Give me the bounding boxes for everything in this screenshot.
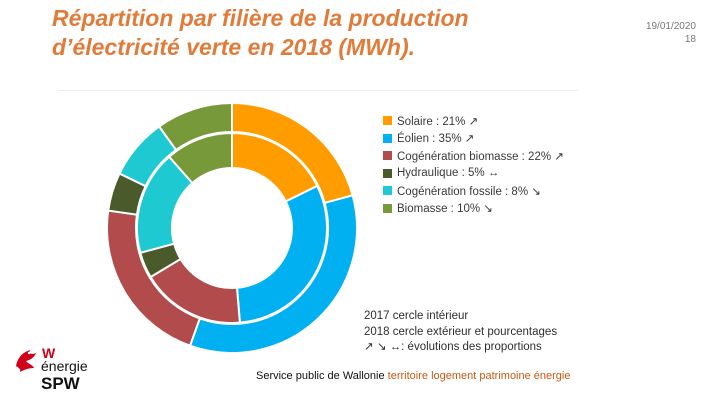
- chart-divider: [58, 90, 578, 91]
- legend-label: Biomasse : 10% ↘: [397, 203, 493, 216]
- slide-title-line-2: d’électricité verte en 2018 (MWh).: [52, 34, 416, 60]
- legend-swatch: [383, 116, 392, 126]
- legend-label: Cogénération fossile : 8% ↘: [397, 185, 541, 198]
- chart-legend: Solaire : 21% ↗ Éolien : 35% ↗ Cogénératio…: [383, 112, 564, 217]
- legend-item-5: Biomasse : 10% ↘: [383, 200, 564, 218]
- slide-title-line-1: Répartition par filière de la production: [52, 5, 469, 31]
- legend-swatch: [383, 151, 392, 161]
- legend-item-2: Cogénération biomasse : 22% ↗: [383, 147, 564, 165]
- wallonia-rooster-icon: [16, 350, 36, 372]
- legend-label: Cogénération biomasse : 22% ↗: [397, 150, 564, 163]
- legend-item-1: Éolien : 35% ↗: [383, 130, 564, 148]
- legend-item-0: Solaire : 21% ↗: [383, 112, 564, 130]
- legend-swatch: [383, 168, 392, 178]
- donut-slice-outer-5: [157, 101, 233, 152]
- footer-org: Service public de Wallonie: [256, 370, 385, 382]
- chart-notes: 2017 cercle intérieur 2018 cercle extérie…: [364, 309, 557, 356]
- legend-label: Solaire : 21% ↗: [397, 115, 479, 128]
- slide-page-number: 18: [684, 34, 696, 45]
- legend-swatch: [383, 133, 392, 143]
- logo-text-spw: SPW: [41, 374, 80, 393]
- chart-note-1: 2018 cercle extérieur et pourcentages: [364, 325, 558, 338]
- chart-note-0: 2017 cercle intérieur: [364, 310, 469, 322]
- slide-title: Répartition par filière de la production…: [52, 4, 572, 62]
- legend-label: Hydraulique : 5% ↔: [397, 167, 500, 180]
- legend-item-3: Hydraulique : 5% ↔: [383, 165, 564, 183]
- legend-item-4: Cogénération fossile : 8% ↘: [383, 182, 564, 200]
- slide-date: 19/01/2020: [645, 21, 696, 32]
- spw-energie-logo: W énergie SPW: [12, 344, 112, 400]
- chart-note-2: ↗ ↘ ↔: évolutions des proportions: [364, 341, 542, 353]
- footer: Service public de Wallonie territoire lo…: [256, 370, 571, 382]
- legend-swatch: [383, 203, 392, 213]
- legend-label: Éolien : 35% ↗: [397, 133, 475, 146]
- legend-swatch: [383, 186, 392, 196]
- slide-date-block: 19/01/2020 18: [646, 20, 696, 46]
- logo-text-w: W: [42, 345, 56, 361]
- logo-text-energie: énergie: [41, 358, 88, 374]
- footer-tagline: territoire logement patrimoine énergie: [387, 370, 571, 382]
